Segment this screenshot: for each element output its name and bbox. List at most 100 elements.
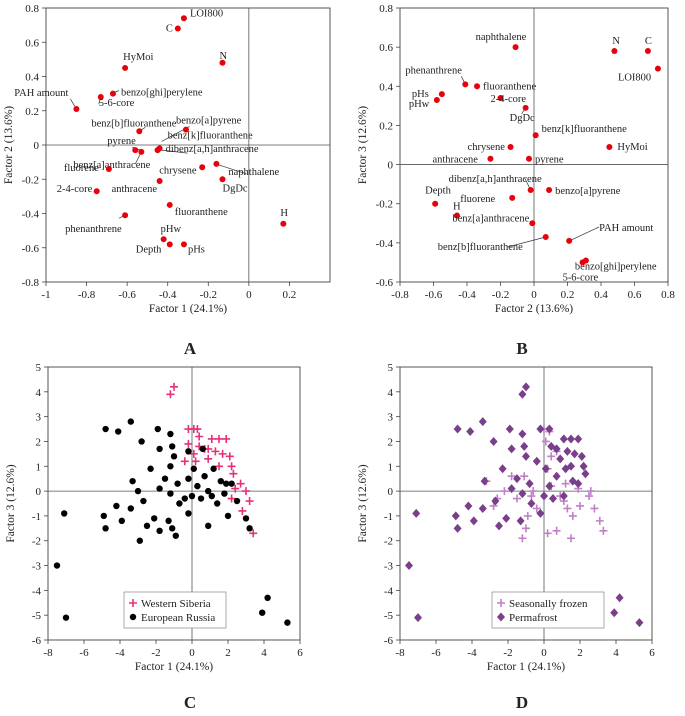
point-label-pah-amount: PAH amount [599,223,653,234]
marker-seasonally-frozen [567,534,575,543]
point-label-n: N [219,51,227,62]
marker-western-siberia [215,462,223,471]
marker-european-russia [167,490,174,497]
x-tick-label-d: 0 [541,647,547,659]
legend-marker-seasonally-frozen [497,599,505,607]
marker-european-russia [140,497,147,505]
point-h [453,212,460,219]
point-label-benzkfluoranthene: benz[k]fluoranthene [542,124,627,135]
marker-permafrost [520,441,529,451]
marker-permafrost [545,424,554,434]
marker-permafrost [577,451,586,461]
point-n [219,59,226,66]
point-pah-amount [73,106,80,113]
y-tick-label-c: -4 [32,585,42,597]
y-tick-label-c: 3 [36,412,42,424]
point-label-chrysene: chrysene [159,165,197,176]
point-label-dgdc: DgDc [510,113,535,124]
y-tick-label-b: 0.6 [379,42,393,54]
marker-european-russia [134,487,142,495]
marker-western-siberia [215,434,223,443]
point-label-2-4-core: 2-4-core [491,94,527,105]
marker-western-siberia [229,469,238,478]
marker-permafrost [513,474,521,484]
marker-permafrost [518,489,527,499]
marker-seasonally-frozen [513,494,521,503]
y-tick-label-c: 4 [36,387,42,399]
marker-western-siberia [249,529,258,538]
point-phenanthrene [122,212,129,219]
marker-permafrost [489,436,498,446]
x-tick-label-d: 2 [577,647,583,659]
y-tick-label-d: 1 [388,461,394,473]
y-tick-label-b: 0.8 [379,3,393,15]
point-phs [438,91,445,98]
y-tick-label-d: -2 [384,536,393,548]
y-tick-label-b: -0.2 [376,199,393,211]
marker-european-russia [138,438,145,445]
marker-western-siberia [193,425,202,434]
y-tick-label-d: -4 [384,585,394,597]
marker-european-russia [154,425,161,433]
point-label-fluorene: fluorene [460,194,495,205]
panel-letter-a: A [184,339,197,358]
panel-letter-c: C [184,693,196,712]
marker-european-russia [127,505,134,512]
marker-western-siberia [245,497,254,506]
y-tick-label-a: -0.6 [22,243,40,255]
marker-european-russia [208,492,215,500]
legend-box-d [491,591,605,629]
marker-permafrost [464,501,473,511]
marker-european-russia [185,448,192,455]
marker-permafrost [469,516,478,526]
marker-permafrost [545,481,554,491]
y-tick-label-a: -0.4 [22,209,40,221]
y-tick-label-d: -6 [384,635,394,647]
point-label-phw: pHw [409,99,430,110]
point-label-h: H [453,201,461,212]
marker-permafrost [414,613,422,623]
x-tick-label-d: -4 [467,647,477,659]
y-tick-label-b: -0.4 [376,238,394,250]
marker-european-russia [185,475,192,482]
y-tick-label-c: 2 [36,436,42,448]
y-tick-label-a: 0.8 [25,3,39,15]
marker-permafrost [540,491,548,501]
marker-european-russia [60,510,68,517]
marker-seasonally-frozen [543,529,552,538]
x-tick-label-a: -1 [41,289,50,301]
x-tick-label-d: 6 [649,647,655,659]
marker-seasonally-frozen [590,504,599,513]
point-label-phenanthrene: phenanthrene [65,224,122,235]
y-tick-label-a: 0 [34,140,40,152]
point-pyrene [132,147,139,154]
legend-marker-european-russia [129,613,137,621]
y-tick-label-c: 5 [36,362,42,374]
y-tick-label-d: -1 [384,511,393,523]
marker-european-russia [143,522,151,530]
x-tick-label-b: 0.8 [661,289,675,301]
point-fluorene [509,194,516,201]
x-tick-label-b: -0.2 [492,289,509,301]
marker-permafrost [549,494,557,504]
marker-permafrost [527,499,536,508]
y-axis-title-b: Factor 3 (12.6%) [357,106,369,184]
x-tick-label-b: -0.4 [458,289,476,301]
marker-european-russia [217,477,224,485]
point-label-dibenzahanthracene: dibenz[a,h]anthracene [166,144,259,155]
marker-western-siberia [238,506,247,515]
marker-permafrost [541,464,550,474]
point-label-benzkfluoranthene: benz[k]fluoranthene [168,130,253,141]
marker-european-russia [205,487,212,495]
marker-permafrost [536,508,545,518]
marker-european-russia [102,425,109,433]
y-tick-label-c: -5 [32,610,42,622]
point-label-phs: pHs [412,89,429,100]
point-label-phenanthrene: phenanthrene [405,65,462,76]
marker-permafrost [453,424,462,434]
marker-permafrost [491,496,500,506]
point-naphthalene [213,160,220,167]
marker-permafrost [559,434,568,444]
x-tick-label-a: -0.6 [118,289,136,301]
marker-european-russia [194,482,201,490]
